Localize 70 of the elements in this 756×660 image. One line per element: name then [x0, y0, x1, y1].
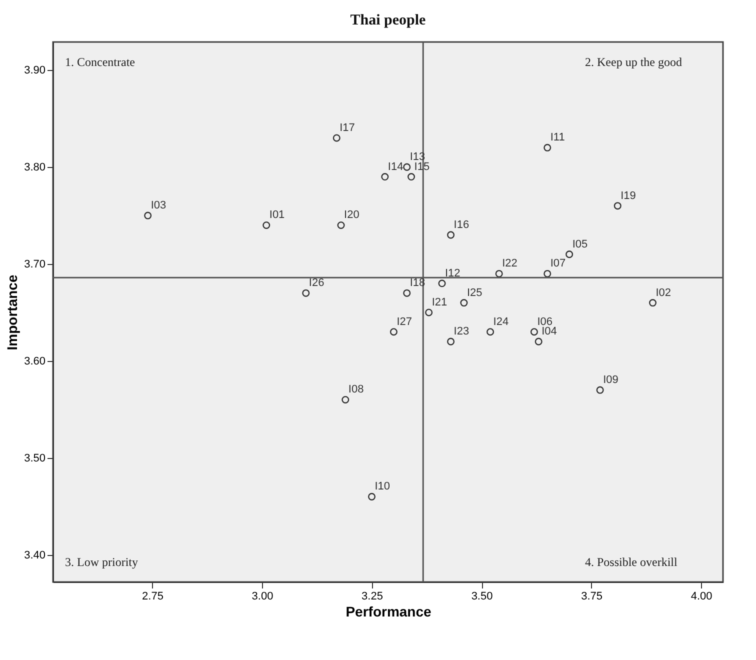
point [534, 338, 542, 346]
y-tick-label: 3.40 [24, 549, 46, 562]
annotation: I07 [550, 258, 566, 270]
annotation: I05 [572, 238, 588, 250]
point [144, 212, 152, 220]
annotation: I20 [344, 209, 360, 222]
annotation: I24 [493, 316, 509, 328]
point [447, 231, 455, 239]
point [337, 221, 345, 229]
point [495, 270, 503, 278]
annotation: 2. Keep up the good [585, 55, 682, 69]
x-tick-label: 3.00 [252, 590, 274, 602]
annotation: I12 [445, 267, 460, 280]
annotation: I25 [466, 286, 482, 299]
y-tick-label: 3.60 [24, 355, 46, 368]
annotation: I03 [150, 200, 166, 212]
annotation: I01 [269, 209, 285, 222]
annotation: I14 [388, 160, 404, 173]
y-tick-label: 3.70 [24, 258, 46, 271]
x-axis-title: Performance [346, 604, 432, 620]
chart-title: Thai people [350, 12, 426, 28]
point [332, 134, 340, 142]
point [381, 173, 389, 181]
point [596, 386, 604, 394]
point [262, 221, 270, 229]
point [447, 338, 455, 346]
x-tick-label: 3.25 [362, 590, 383, 602]
point [544, 144, 552, 152]
point [425, 308, 433, 316]
annotation: I06 [537, 316, 553, 328]
point [368, 492, 376, 500]
point [566, 250, 574, 258]
y-axis-title: Importance [4, 274, 20, 350]
annotation: I22 [502, 258, 518, 270]
annotation: I11 [550, 132, 565, 144]
point [403, 163, 411, 171]
x-tick-label: 4.00 [690, 590, 712, 602]
point [438, 280, 446, 288]
annotation: I26 [308, 277, 324, 290]
annotation: I21 [432, 296, 448, 308]
point [614, 202, 622, 210]
point [648, 299, 657, 307]
annotation: I19 [620, 190, 636, 202]
point [302, 289, 310, 297]
y-tick-label: 3.50 [24, 452, 46, 464]
annotation: I09 [603, 374, 618, 386]
point [342, 396, 350, 404]
annotation: I27 [396, 316, 412, 328]
x-tick-label: 2.75 [142, 590, 164, 602]
point [403, 289, 411, 297]
point [460, 299, 468, 307]
point [530, 328, 538, 336]
point [544, 270, 552, 278]
point [390, 328, 398, 336]
annotation: I23 [454, 326, 470, 338]
point [408, 173, 416, 181]
annotation: I04 [542, 326, 557, 338]
annotation: I17 [340, 122, 355, 134]
x-tick-label: 3.50 [471, 590, 493, 602]
annotation: I02 [656, 286, 672, 299]
point [486, 328, 494, 336]
annotation: 1. Concentrate [65, 55, 135, 69]
annotation: I08 [348, 384, 364, 396]
annotation: I10 [374, 480, 390, 493]
y-tick-label: 3.80 [24, 162, 46, 174]
x-tick-label: 3.75 [581, 590, 602, 602]
annotation: 4. Possible overkill [585, 555, 678, 569]
annotation: 3. Low priority [65, 555, 138, 569]
annotation: I16 [454, 218, 470, 231]
y-tick-label: 3.90 [24, 64, 46, 77]
